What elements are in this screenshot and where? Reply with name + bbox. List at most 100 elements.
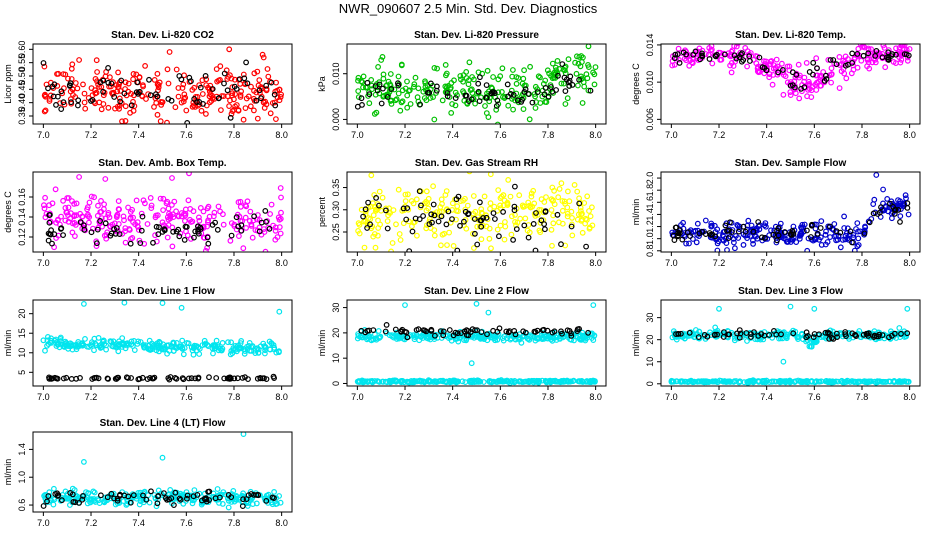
data-point [530, 220, 537, 227]
data-point [403, 329, 410, 336]
data-point [263, 498, 270, 504]
y-tick-label: 1.8 [645, 184, 655, 197]
data-point [513, 226, 520, 233]
data-point [504, 199, 511, 206]
data-point [562, 67, 568, 74]
data-point [833, 228, 840, 235]
data-point [462, 208, 469, 215]
data-point [538, 217, 545, 224]
data-point [590, 302, 597, 309]
data-point [723, 379, 730, 385]
data-point [736, 226, 743, 233]
data-point [475, 377, 482, 384]
data-point [571, 181, 578, 188]
data-point [490, 74, 497, 80]
data-point [266, 225, 273, 232]
data-point [804, 93, 810, 100]
y-tick-label: 0.6 [17, 499, 27, 512]
data-point [121, 300, 128, 306]
data-point [786, 63, 793, 70]
data-point [810, 334, 817, 341]
data-point [431, 212, 438, 219]
data-point [169, 175, 175, 181]
data-point [221, 70, 228, 77]
data-point [258, 95, 264, 102]
y-tick-label: 0 [645, 381, 655, 386]
data-point [158, 346, 165, 353]
chart-title: Stan. Dev. Line 2 Flow [424, 286, 529, 297]
data-point [568, 336, 575, 343]
data-point [72, 80, 79, 86]
data-point [226, 46, 233, 53]
data-point [263, 101, 270, 108]
data-point [134, 219, 141, 226]
data-point [92, 499, 99, 505]
data-point [480, 379, 487, 385]
data-point [576, 200, 583, 207]
data-point [497, 205, 504, 212]
data-point [766, 71, 773, 77]
x-tick-label: 8.0 [275, 130, 288, 140]
data-point [219, 340, 226, 346]
data-point [169, 243, 176, 250]
data-point [209, 345, 216, 352]
data-point [367, 378, 374, 385]
data-point [278, 194, 284, 201]
data-point [117, 98, 124, 105]
data-point [70, 342, 77, 349]
plot-frame [32, 431, 293, 513]
data-point [847, 228, 854, 235]
data-point [841, 225, 848, 231]
y-axis-label: Licor ppm [3, 64, 13, 104]
data-point [101, 341, 108, 347]
data-point [206, 374, 212, 381]
data-point [172, 489, 179, 496]
data-point [573, 70, 580, 77]
data-point [176, 233, 183, 240]
y-tick-label: 0.006 [645, 108, 655, 131]
data-point [169, 224, 176, 231]
data-point [431, 116, 438, 123]
y-tick-label: 30 [331, 303, 341, 313]
data-point [761, 58, 767, 65]
data-point [860, 52, 867, 59]
data-point [172, 104, 179, 111]
plot-frame [346, 299, 607, 387]
data-point [458, 76, 464, 83]
data-point [885, 49, 892, 56]
data-point [82, 105, 89, 112]
y-tick-label: 5 [17, 370, 27, 375]
data-point [67, 215, 74, 222]
data-point [242, 105, 249, 111]
data-point [902, 192, 909, 199]
data-point [527, 63, 533, 70]
data-point [525, 234, 532, 241]
data-point [756, 54, 763, 61]
data-point [782, 73, 789, 80]
data-point [178, 213, 185, 220]
data-point [368, 203, 374, 210]
data-point [440, 377, 446, 384]
data-point [478, 236, 485, 243]
data-point [465, 328, 472, 334]
data-point [376, 202, 382, 209]
x-tick-label: 8.0 [589, 258, 602, 268]
data-point [897, 334, 903, 341]
data-point [399, 87, 406, 94]
data-point [210, 350, 216, 357]
data-point [707, 329, 713, 336]
data-point [247, 103, 254, 110]
y-tick-label: 0.010 [645, 71, 655, 94]
data-point [433, 379, 440, 385]
data-point [486, 378, 493, 385]
data-point [360, 213, 367, 220]
data-point [674, 51, 681, 57]
chart-title: Stan. Dev. Line 1 Flow [110, 286, 215, 297]
data-point [512, 183, 518, 190]
data-point [128, 102, 135, 109]
data-point [395, 73, 402, 80]
data-point [190, 208, 197, 215]
data-point [719, 236, 726, 243]
chart-title: Stan. Dev. Line 3 Flow [738, 286, 843, 297]
data-point [383, 205, 389, 212]
